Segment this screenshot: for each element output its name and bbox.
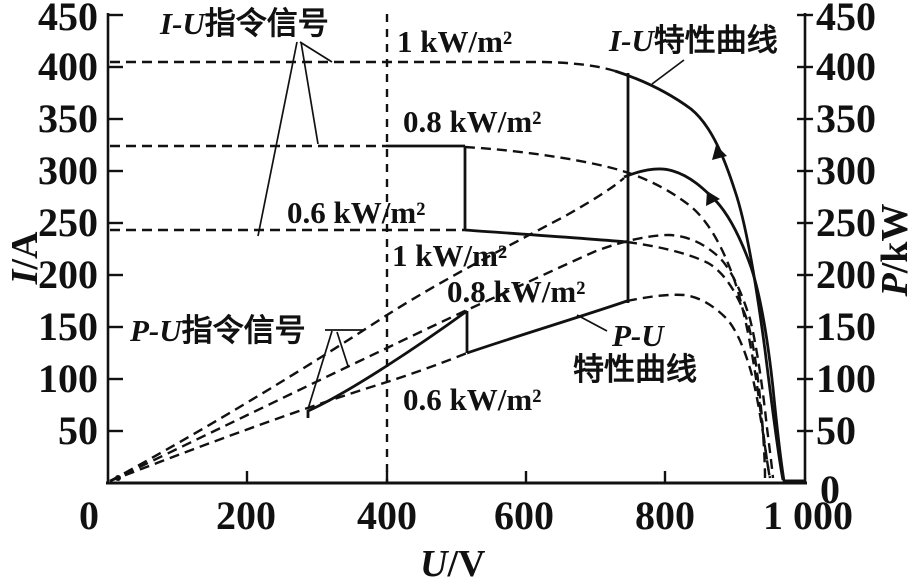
y-left-var: I bbox=[4, 269, 46, 285]
y-right-unit: /kW bbox=[874, 203, 913, 274]
y-left-tick-150: 150 bbox=[38, 304, 98, 349]
leader-lines bbox=[257, 41, 685, 410]
curve-pu-06kw-dashed-left bbox=[109, 351, 468, 483]
curve-iu-1kw-dashed bbox=[110, 60, 616, 73]
iu-command-text: 指令信号 bbox=[204, 6, 329, 41]
x-tick-400: 400 bbox=[357, 493, 417, 538]
iu-curve-text: 特性曲线 bbox=[653, 23, 778, 58]
y-axis-left-title: I/A bbox=[4, 198, 46, 318]
arrow-marker-pu-icon bbox=[706, 191, 720, 206]
y-left-tick-50: 50 bbox=[58, 408, 98, 453]
y-left-tick-300: 300 bbox=[38, 148, 98, 193]
label-pu-curve-line2: 特性曲线 bbox=[573, 352, 697, 387]
origin-dot bbox=[115, 475, 121, 481]
y-right-tick-250: 250 bbox=[816, 200, 876, 245]
y-left-tick-400: 400 bbox=[38, 44, 98, 89]
iu-command-var: I-U bbox=[160, 6, 205, 41]
curve-pu-08kw-dashed bbox=[109, 233, 775, 483]
x-tick-1000: 1 000 bbox=[763, 493, 853, 538]
y-right-var: P bbox=[874, 273, 913, 297]
y-right-tick-50: 50 bbox=[816, 408, 856, 453]
label-irradiance-06kw-bot: 0.6 kW/m² bbox=[403, 382, 542, 417]
curve-pu-1kw-dashed bbox=[109, 177, 625, 483]
y-right-tick-400: 400 bbox=[816, 44, 876, 89]
pu-command-var: P-U bbox=[130, 313, 182, 348]
label-iu-curve: I-U特性曲线 bbox=[609, 25, 778, 56]
x-tick-600: 600 bbox=[494, 493, 554, 538]
curve-iu-06kw-knee-dashed bbox=[626, 240, 767, 479]
label-irradiance-06kw-top: 0.6 kW/m² bbox=[287, 195, 426, 230]
x-axis-ticks bbox=[245, 471, 667, 483]
curve-pu-1kw-solid bbox=[623, 167, 786, 482]
y-axis-right-title: P/kW bbox=[874, 190, 913, 310]
y-axis-right-ticks bbox=[797, 13, 813, 433]
label-pu-curve-line1: P-U bbox=[612, 318, 664, 353]
label-pu-command: P-U指令信号 bbox=[130, 315, 306, 346]
arrow-marker-iu-icon bbox=[712, 145, 727, 160]
label-irradiance-1kw-top: 1 kW/m² bbox=[397, 24, 513, 59]
y-right-tick-100: 100 bbox=[816, 356, 876, 401]
y-left-tick-250: 250 bbox=[38, 200, 98, 245]
x-unit: /V bbox=[447, 543, 486, 580]
command-pu-rise-solid bbox=[306, 309, 468, 418]
y-left-tick-450: 450 bbox=[38, 0, 98, 39]
curve-iu-08kw-knee-dashed bbox=[464, 145, 772, 480]
curve-pu-06kw-dashed-right bbox=[626, 293, 772, 479]
y-left-unit: /A bbox=[4, 231, 46, 270]
curve-iu-1kw-solid bbox=[614, 69, 785, 481]
command-iu-06-shoulder-solid bbox=[464, 228, 628, 244]
x-tick-200: 200 bbox=[216, 493, 276, 538]
y-right-tick-0: 0 bbox=[820, 467, 840, 512]
y-axis-left-ticks bbox=[108, 13, 123, 433]
y-left-tick-350: 350 bbox=[38, 96, 98, 141]
y-left-tick-200: 200 bbox=[38, 252, 98, 297]
pu-command-text: 指令信号 bbox=[181, 313, 306, 348]
y-left-tick-100: 100 bbox=[38, 356, 98, 401]
label-irradiance-08kw-bot: 0.8 kW/m² bbox=[447, 274, 586, 309]
label-irradiance-1kw-bot: 1 kW/m² bbox=[392, 238, 508, 273]
y-right-tick-350: 350 bbox=[816, 96, 876, 141]
y-right-tick-450: 450 bbox=[816, 0, 876, 39]
x-var: U bbox=[420, 543, 448, 580]
command-pu-06-solid bbox=[466, 299, 628, 355]
label-iu-command: I-U指令信号 bbox=[160, 8, 329, 39]
label-irradiance-08kw-top: 0.8 kW/m² bbox=[403, 104, 542, 139]
x-tick-800: 800 bbox=[635, 493, 695, 538]
x-tick-0: 0 bbox=[79, 493, 99, 538]
iu-curve-var: I-U bbox=[609, 23, 654, 58]
y-right-tick-200: 200 bbox=[816, 252, 876, 297]
y-right-tick-150: 150 bbox=[816, 304, 876, 349]
x-axis-title: U/V bbox=[420, 545, 485, 580]
y-right-tick-300: 300 bbox=[816, 148, 876, 193]
